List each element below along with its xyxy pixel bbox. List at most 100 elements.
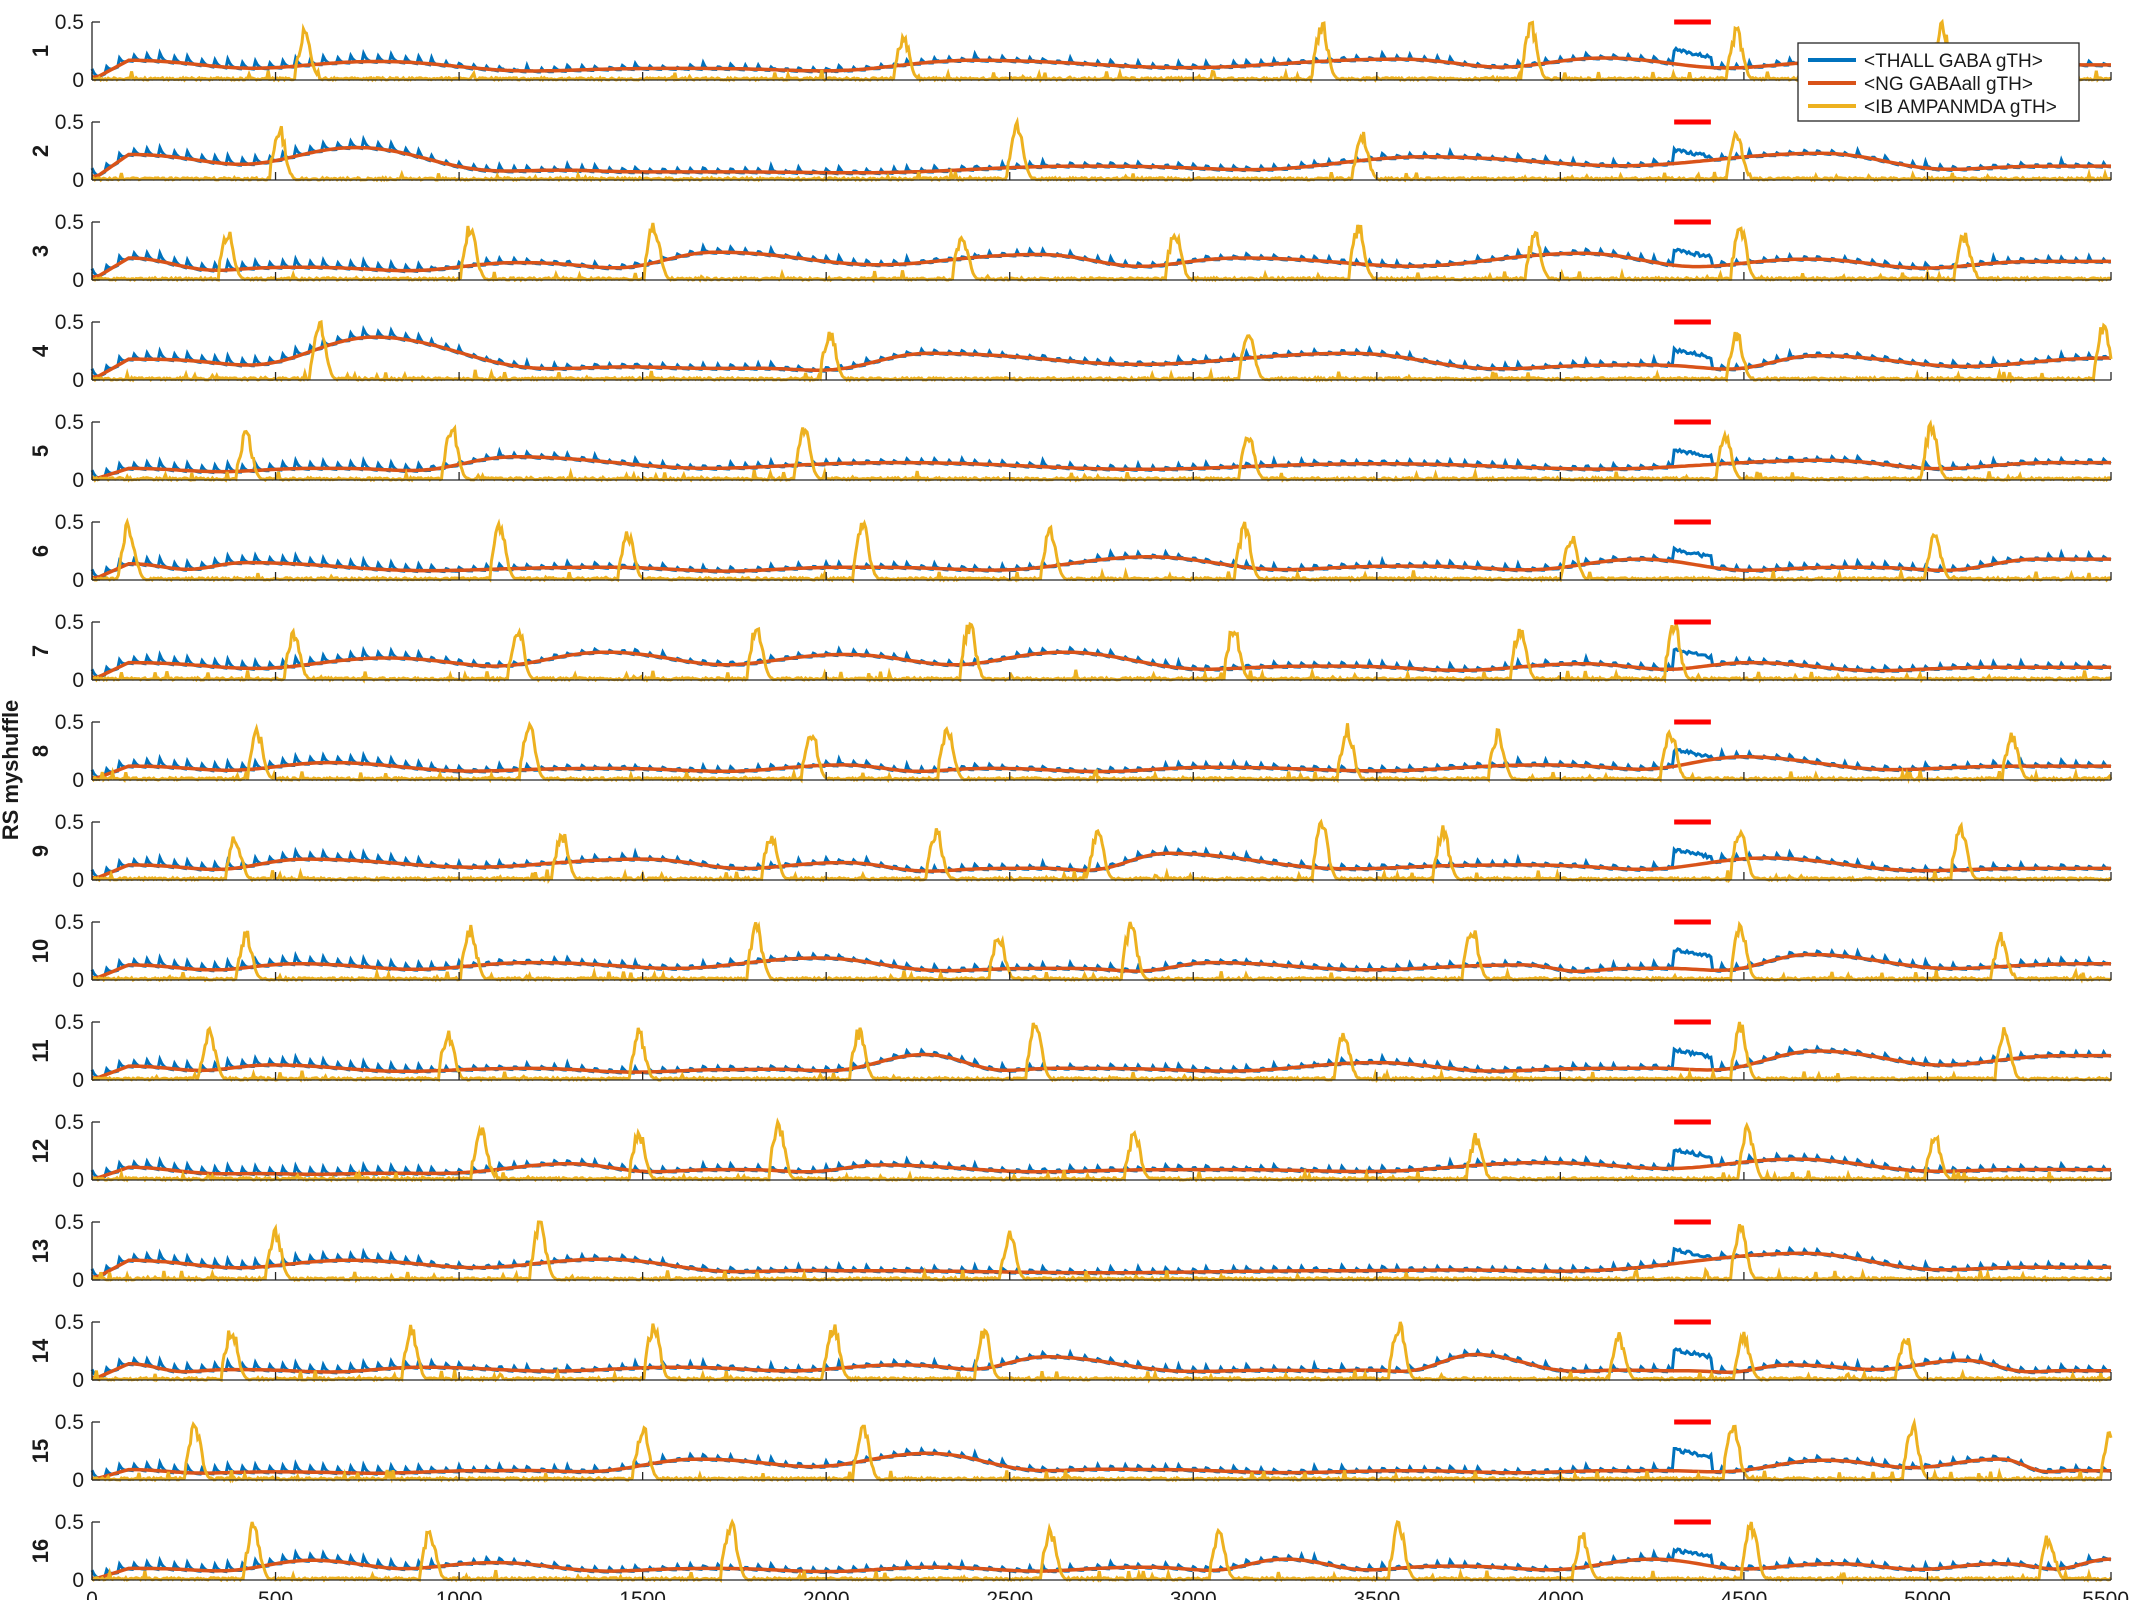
series-ib-line [91, 620, 2112, 684]
row-label: 8 [28, 745, 53, 757]
series-ib-line [91, 1321, 2112, 1384]
row-label: 7 [28, 645, 53, 657]
x-tick-label: 2000 [803, 1588, 850, 1600]
y-tick-label: 0.5 [55, 811, 84, 834]
y-tick-label: 0 [72, 269, 84, 292]
series-ib-line [92, 1021, 2112, 1084]
legend-label-thall: <THALL GABA gTH> [1864, 51, 2043, 72]
x-tick-label: 5000 [1904, 1588, 1951, 1600]
series-ng-line [92, 145, 2111, 178]
y-axis-label: RS myshuffle [0, 700, 23, 841]
series-ng-line [92, 650, 2111, 680]
legend-label-ng: <NG GABAall gTH> [1864, 74, 2033, 95]
y-tick-label: 0.5 [55, 311, 84, 334]
panel-3: 00.53 [28, 211, 2112, 292]
panel-6: 00.56 [28, 511, 2112, 592]
y-tick-label: 0 [72, 969, 84, 992]
series-ib-line [91, 419, 2112, 483]
row-label: 9 [28, 845, 53, 857]
y-tick-label: 0 [72, 869, 84, 892]
series-ng-line [92, 952, 2111, 980]
row-label: 12 [28, 1139, 53, 1163]
series-ng-line [92, 335, 2111, 379]
series-ng-line [92, 755, 2111, 780]
series-thall-line [90, 446, 2112, 480]
panel-2: 00.52 [28, 111, 2112, 192]
y-tick-label: 0.5 [55, 211, 84, 234]
series-ng-line [92, 555, 2111, 580]
series-thall-line [90, 645, 2112, 679]
legend-label-ib: <IB AMPANMDA gTH> [1864, 97, 2057, 118]
row-label: 14 [28, 1338, 53, 1363]
row-label: 10 [28, 939, 53, 963]
panels: 00.5100.5200.5300.5400.5500.5600.5700.58… [28, 11, 2129, 1600]
y-tick-label: 0 [72, 669, 84, 692]
y-tick-label: 0.5 [55, 1511, 84, 1534]
series-ng-line [92, 1157, 2111, 1180]
series-ng-line [92, 56, 2111, 79]
y-tick-label: 0 [72, 69, 84, 92]
series-ng-line [92, 1451, 2111, 1481]
series-ng-line [92, 851, 2111, 880]
series-ng-line [92, 1049, 2111, 1080]
y-tick-label: 0.5 [55, 1011, 84, 1034]
y-tick-label: 0.5 [55, 111, 84, 134]
y-tick-label: 0 [72, 769, 84, 792]
x-tick-label: 0 [86, 1588, 98, 1600]
series-ng-line [92, 1557, 2112, 1581]
panel-11: 0 0.511 [28, 1011, 2112, 1092]
panel-14: 0 0.514 [28, 1311, 2112, 1392]
series-thall-line [90, 134, 2112, 178]
row-label: 5 [28, 445, 53, 457]
series-ib-line [91, 319, 2113, 384]
series-ib-line [91, 920, 2112, 984]
y-tick-label: 0.5 [55, 611, 84, 634]
y-tick-label: 0 [72, 1469, 84, 1492]
y-tick-label: 0.5 [55, 1311, 84, 1334]
y-tick-label: 0.5 [55, 411, 84, 434]
panel-12: 0 0.512 [28, 1111, 2112, 1192]
series-ng-line [92, 1352, 2111, 1380]
row-label: 2 [28, 145, 53, 157]
y-tick-label: 0 [72, 1069, 84, 1092]
y-tick-label: 0 [72, 369, 84, 392]
panel-15: 0 0.515 [28, 1411, 2113, 1492]
series-ib-line [91, 818, 2112, 885]
x-tick-label: 3500 [1353, 1588, 1400, 1600]
y-tick-label: 0 [72, 1369, 84, 1392]
series-ng-line [92, 250, 2111, 279]
series-ib-line [91, 1518, 2113, 1586]
y-tick-label: 0.5 [55, 911, 84, 934]
series-ib-line [90, 1417, 2113, 1484]
y-tick-label: 0.5 [55, 11, 84, 34]
x-tick-label: 2500 [986, 1588, 1033, 1600]
series-ib-line [90, 1220, 2112, 1284]
row-label: 16 [28, 1539, 53, 1563]
panel-7: 00.57 [28, 611, 2112, 692]
row-label: 15 [28, 1439, 53, 1463]
series-ib-line [90, 517, 2112, 584]
y-tick-label: 0.5 [55, 1411, 84, 1434]
x-tick-label: 5500 [2082, 1588, 2129, 1600]
x-tick-label: 4000 [1537, 1588, 1584, 1600]
y-tick-label: 0 [72, 169, 84, 192]
panel-8: 00.58 [28, 711, 2113, 792]
y-tick-label: 0.5 [55, 1111, 84, 1134]
y-tick-label: 0.5 [55, 711, 84, 734]
x-tick-label: 500 [258, 1588, 293, 1600]
legend: <THALL GABA gTH> <NG GABAall gTH> <IB AM… [1797, 42, 2080, 122]
series-ng-line [92, 455, 2111, 481]
row-label: 13 [28, 1239, 53, 1263]
panel-9: 00.59 [28, 811, 2112, 892]
y-tick-label: 0 [72, 469, 84, 492]
row-label: 11 [28, 1039, 53, 1062]
series-ng-line [92, 1251, 2111, 1279]
panel-10: 0 0.510 [28, 911, 2112, 992]
x-tick-label: 4500 [1721, 1588, 1768, 1600]
panel-13: 0 0.513 [28, 1211, 2112, 1292]
panel-5: 00.55 [28, 411, 2112, 492]
row-label: 3 [28, 245, 53, 257]
y-tick-label: 0.5 [55, 1211, 84, 1234]
y-tick-label: 0 [72, 569, 84, 592]
